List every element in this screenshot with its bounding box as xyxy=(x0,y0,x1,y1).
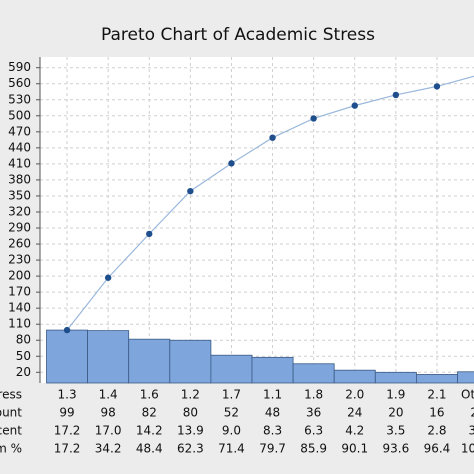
cumulative-point xyxy=(433,83,441,90)
cumulative-point xyxy=(104,274,112,281)
bar xyxy=(87,330,130,384)
bar xyxy=(292,363,335,384)
table-cell: 80 xyxy=(183,406,198,420)
row-label: Cum % xyxy=(0,442,22,456)
cumulative-point xyxy=(310,115,317,122)
table-cell: 1.7 xyxy=(222,388,241,402)
table-cell: 34.2 xyxy=(95,442,122,456)
table-cell: 13.9 xyxy=(177,424,204,438)
table-cell: 24 xyxy=(347,406,362,420)
table-cell: 1.9 xyxy=(386,388,405,402)
table-cell: 6.3 xyxy=(304,424,323,438)
y-tick-label: 170 xyxy=(8,285,31,299)
y-tick-label: 230 xyxy=(8,253,31,267)
y-tick-label: 200 xyxy=(8,269,31,283)
y-tick-label: 350 xyxy=(8,188,31,202)
table-cell: 17.2 xyxy=(54,442,81,456)
y-tick-label: 440 xyxy=(8,140,31,154)
table-cell: 17.2 xyxy=(54,424,81,438)
row-label: Percent xyxy=(0,424,22,438)
table-cell: 3.5 xyxy=(386,424,405,438)
table-cell: 48.4 xyxy=(136,442,163,456)
table-cell: 100.0 xyxy=(461,442,474,456)
y-tick-label: 380 xyxy=(8,172,31,186)
y-tick-label: 500 xyxy=(8,108,31,122)
y-tick-label: 50 xyxy=(16,349,31,363)
table-cell: 36 xyxy=(306,406,321,420)
y-tick-label: 590 xyxy=(8,60,31,74)
y-tick-label: 320 xyxy=(8,204,31,218)
bar xyxy=(374,371,417,384)
cumulative-point xyxy=(187,187,194,195)
table-cell: 99 xyxy=(59,406,74,420)
cumulative-point xyxy=(392,91,400,99)
y-tick-label: 140 xyxy=(8,301,31,315)
row-label: Count xyxy=(0,406,22,420)
y-tick-label: 80 xyxy=(16,333,31,347)
y-tick-label: 20 xyxy=(16,365,31,379)
table-cell: 1.4 xyxy=(99,388,118,402)
table-cell: 16 xyxy=(429,406,444,420)
y-tick-label: 290 xyxy=(8,221,31,235)
table-cell: 2.8 xyxy=(427,424,446,438)
cumulative-point xyxy=(351,102,358,109)
cumulative-point xyxy=(269,134,276,141)
cumulative-point xyxy=(228,160,235,167)
table-cell: 1.2 xyxy=(181,388,200,402)
table-cell: 8.3 xyxy=(263,424,282,438)
table-cell: 2.0 xyxy=(345,388,364,402)
table-cell: 1.1 xyxy=(263,388,282,402)
bar xyxy=(128,338,171,384)
y-tick-label: 560 xyxy=(8,76,31,90)
bar xyxy=(415,374,458,384)
table-cell: 90.1 xyxy=(341,442,368,456)
table-cell: 3.6 xyxy=(469,424,474,438)
table-cell: 20 xyxy=(388,406,403,420)
table-cell: 21 xyxy=(470,406,474,420)
table-cell: 1.8 xyxy=(304,388,323,402)
row-label: Stress xyxy=(0,388,22,402)
table-cell: 52 xyxy=(224,406,239,420)
bar xyxy=(210,354,253,384)
table-cell: 2.1 xyxy=(427,388,446,402)
table-cell: 82 xyxy=(142,406,157,420)
chart-title: Pareto Chart of Academic Stress xyxy=(101,25,375,45)
bar xyxy=(46,329,88,384)
table-cell: 85.9 xyxy=(300,442,327,456)
bar xyxy=(457,371,474,384)
table-cell: 4.2 xyxy=(345,424,364,438)
cumulative-point xyxy=(146,230,153,238)
table-cell: 98 xyxy=(101,406,116,420)
bar xyxy=(333,369,376,384)
table-cell: 17.0 xyxy=(95,424,122,438)
table-cell: Other xyxy=(461,388,474,402)
table-cell: 71.4 xyxy=(218,442,245,456)
table-cell: 9.0 xyxy=(222,424,241,438)
table-cell: 1.3 xyxy=(58,388,77,402)
table-cell: 79.7 xyxy=(259,442,286,456)
table-cell: 62.3 xyxy=(177,442,204,456)
bar xyxy=(169,339,212,384)
cumulative-point xyxy=(63,326,71,334)
y-tick-label: 470 xyxy=(8,124,31,138)
plot-area xyxy=(40,57,474,383)
bar xyxy=(251,356,294,384)
table-cell: 48 xyxy=(265,406,280,420)
y-tick-label: 410 xyxy=(8,156,31,170)
table-cell: 96.4 xyxy=(424,442,451,456)
table-cell: 14.2 xyxy=(136,424,163,438)
y-tick-label: 260 xyxy=(8,237,31,251)
table-cell: 1.6 xyxy=(140,388,159,402)
y-tick-label: 530 xyxy=(8,92,31,106)
table-cell: 93.6 xyxy=(382,442,409,456)
y-tick-label: 110 xyxy=(8,317,31,331)
